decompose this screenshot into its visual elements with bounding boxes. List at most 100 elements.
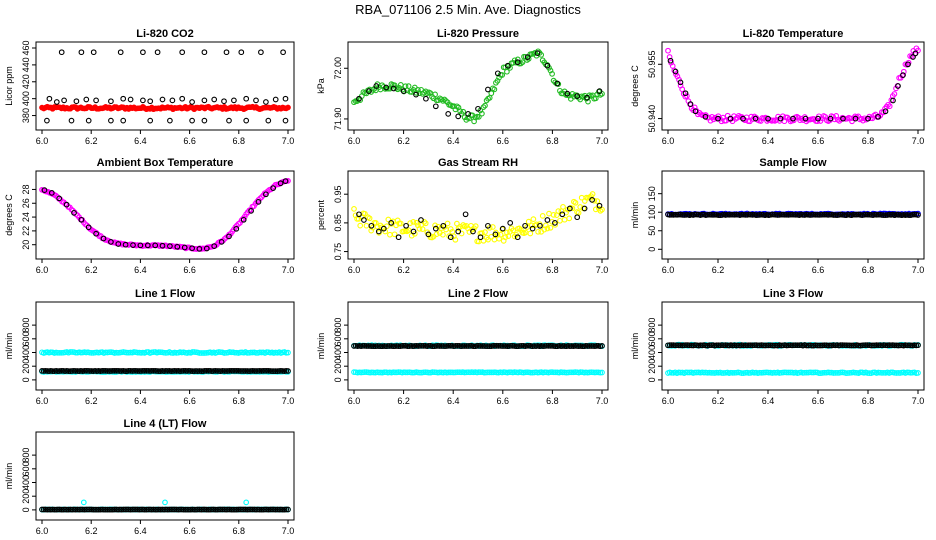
series-black — [667, 50, 919, 122]
data-point — [477, 234, 484, 241]
data-point — [152, 242, 159, 249]
data-point — [447, 234, 454, 241]
data-point — [226, 117, 232, 124]
data-point — [230, 368, 236, 374]
data-point — [63, 506, 70, 513]
panel-title: Line 2 Flow — [448, 288, 508, 300]
data-point — [63, 201, 70, 208]
data-point — [454, 343, 461, 349]
data-point — [56, 195, 63, 202]
data-point — [547, 224, 554, 231]
data-point — [159, 96, 166, 103]
data-point — [525, 218, 532, 225]
data-point — [102, 506, 109, 513]
x-tick-label: 6.2 — [85, 136, 98, 146]
data-point — [477, 343, 484, 349]
data-point — [391, 82, 398, 89]
data-point — [555, 208, 562, 214]
x-tick-label: 6.0 — [662, 265, 675, 275]
data-point — [120, 95, 127, 102]
data-point — [504, 68, 510, 75]
data-point — [882, 108, 889, 115]
data-point — [479, 343, 486, 349]
data-point — [108, 506, 114, 513]
data-point — [746, 342, 752, 349]
data-point — [78, 216, 85, 223]
data-point — [395, 343, 402, 349]
data-point — [906, 342, 912, 349]
plot-area — [665, 210, 921, 219]
data-point — [279, 506, 286, 513]
data-point — [567, 369, 573, 376]
y-tick-label: 150 — [647, 186, 657, 201]
plot-area — [351, 191, 605, 245]
data-point — [809, 369, 815, 376]
data-point — [162, 499, 168, 506]
data-point — [129, 506, 136, 513]
x-tick-label: 6.6 — [183, 396, 196, 406]
data-point — [560, 204, 566, 210]
data-point — [186, 506, 192, 513]
x-tick-label: 6.2 — [712, 136, 725, 146]
data-point — [534, 50, 541, 56]
data-point — [533, 221, 540, 228]
data-point — [493, 343, 500, 349]
panel-title: Gas Stream RH — [438, 157, 518, 169]
x-tick-label: 6.2 — [85, 265, 98, 275]
data-point — [356, 95, 362, 102]
data-point — [152, 506, 159, 513]
data-point — [191, 506, 198, 513]
data-point — [124, 506, 130, 513]
data-point — [436, 369, 443, 376]
data-point — [280, 49, 286, 56]
series-black — [356, 197, 603, 241]
data-point — [120, 506, 127, 513]
data-point — [147, 117, 154, 124]
data-point — [692, 369, 698, 376]
y-tick-label: 26 — [21, 198, 31, 208]
data-point — [488, 369, 495, 376]
y-tick-label: 200 — [21, 359, 31, 374]
data-point — [875, 113, 881, 120]
data-point — [461, 343, 468, 349]
data-point — [169, 97, 176, 104]
data-point — [248, 208, 254, 214]
data-point — [136, 368, 143, 374]
data-point — [282, 95, 289, 102]
y-tick-label: 440 — [21, 57, 31, 72]
data-point — [915, 370, 921, 376]
data-point — [184, 506, 190, 513]
data-point — [201, 117, 208, 124]
data-point — [840, 115, 846, 122]
data-point — [179, 95, 186, 102]
data-point — [272, 368, 279, 374]
data-point — [790, 115, 796, 122]
data-point — [285, 178, 291, 184]
x-tick-label: 6.8 — [862, 265, 875, 275]
data-point — [544, 225, 551, 232]
data-point — [104, 368, 111, 374]
data-point — [99, 368, 106, 374]
data-point — [666, 342, 673, 348]
data-point — [561, 216, 568, 223]
x-tick-label: 6.4 — [447, 396, 460, 406]
data-point — [579, 343, 586, 350]
data-point — [256, 506, 263, 513]
data-point — [742, 342, 749, 349]
data-point — [232, 349, 238, 356]
data-point — [285, 506, 291, 513]
panel-5: Gas Stream RH 6.0 6.2 6.4 6.6 6.8 7.0 0.75 0.85 0… — [316, 157, 609, 275]
data-point — [179, 49, 186, 56]
x-tick-label: 7.0 — [912, 265, 925, 275]
data-point — [783, 369, 790, 376]
data-point — [482, 229, 488, 235]
data-point — [880, 212, 887, 218]
data-point — [550, 369, 557, 376]
data-point — [692, 211, 698, 218]
plot-area — [39, 349, 291, 375]
data-point — [85, 506, 91, 513]
data-point — [816, 342, 822, 349]
series-upper — [39, 349, 291, 356]
data-point — [438, 343, 445, 349]
data-point — [803, 342, 810, 349]
